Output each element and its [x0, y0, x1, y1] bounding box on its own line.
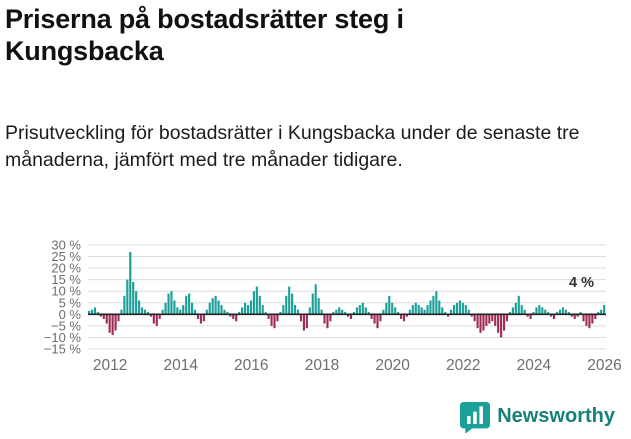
page-title: Priserna på bostadsrätter steg i Kungsba…: [5, 4, 404, 66]
svg-text:2018: 2018: [305, 357, 339, 374]
svg-text:20 %: 20 %: [51, 261, 81, 276]
price-chart-svg: 30 %25 %20 %15 %10 %5 %0 %−5 %−10 %−15 %…: [44, 238, 622, 374]
svg-text:2022: 2022: [446, 357, 480, 374]
svg-text:2020: 2020: [375, 357, 410, 374]
page-subtitle: Prisutveckling för bostadsrätter i Kungs…: [5, 122, 580, 171]
newsworthy-logo-icon: [460, 400, 491, 434]
svg-text:2024: 2024: [517, 357, 552, 374]
svg-text:10 %: 10 %: [51, 284, 81, 299]
svg-text:2012: 2012: [93, 357, 127, 374]
svg-text:−10 %: −10 %: [44, 330, 82, 345]
newsworthy-logo-text: Newsworthy: [497, 405, 615, 427]
svg-text:5 %: 5 %: [59, 295, 82, 310]
svg-text:2014: 2014: [163, 357, 198, 374]
svg-text:25 %: 25 %: [51, 249, 81, 264]
price-chart: 30 % 25 % 20 % 15 % 10 % 5 % 0 % −5 % −10 % −15 %…: [0, 238, 631, 378]
svg-text:2026: 2026: [587, 357, 621, 374]
svg-text:30 %: 30 %: [51, 238, 81, 253]
svg-text:4 %: 4 %: [569, 275, 594, 291]
footer: Newsworthy: [460, 400, 615, 434]
svg-text:15 %: 15 %: [51, 272, 81, 287]
svg-text:2016: 2016: [234, 357, 268, 374]
svg-text:−15 %: −15 %: [44, 342, 82, 357]
svg-text:0 %: 0 %: [59, 307, 82, 322]
svg-text:−5 %: −5 %: [51, 318, 81, 333]
